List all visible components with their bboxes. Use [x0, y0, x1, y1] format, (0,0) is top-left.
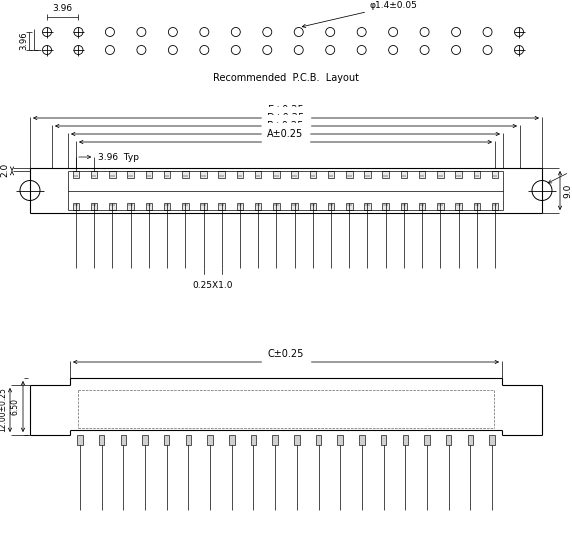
Text: 12.00±0.25: 12.00±0.25: [0, 388, 7, 432]
Bar: [182, 203, 189, 210]
Bar: [364, 203, 371, 210]
Text: 9.0: 9.0: [563, 183, 572, 198]
Bar: [77, 435, 83, 445]
Bar: [91, 203, 97, 210]
Bar: [186, 435, 191, 445]
Bar: [291, 171, 298, 178]
Text: 2Xφ3.1: 2Xφ3.1: [548, 149, 572, 183]
Bar: [309, 171, 316, 178]
Text: B±0.25: B±0.25: [267, 121, 304, 131]
Bar: [294, 435, 300, 445]
Bar: [208, 435, 213, 445]
Bar: [492, 203, 498, 210]
Bar: [381, 435, 386, 445]
Bar: [474, 203, 480, 210]
Bar: [492, 171, 498, 178]
Text: C±0.25: C±0.25: [268, 349, 304, 359]
Bar: [467, 435, 473, 445]
Bar: [200, 203, 206, 210]
Text: A±0.25: A±0.25: [267, 129, 304, 139]
Bar: [419, 171, 426, 178]
Text: E±0.25: E±0.25: [268, 105, 304, 115]
Bar: [91, 171, 97, 178]
Bar: [455, 171, 462, 178]
Bar: [146, 171, 152, 178]
Bar: [328, 171, 334, 178]
Bar: [346, 203, 352, 210]
Bar: [164, 203, 170, 210]
Bar: [359, 435, 364, 445]
Bar: [364, 171, 371, 178]
Text: D±0.25: D±0.25: [267, 113, 305, 123]
Text: 0.25X1.0: 0.25X1.0: [192, 281, 233, 290]
Bar: [99, 435, 105, 445]
Bar: [383, 203, 389, 210]
Text: 2.0: 2.0: [0, 162, 9, 177]
Bar: [128, 171, 134, 178]
Bar: [219, 171, 225, 178]
Bar: [419, 203, 426, 210]
Bar: [346, 171, 352, 178]
Bar: [455, 203, 462, 210]
Bar: [237, 203, 243, 210]
Bar: [251, 435, 256, 445]
Bar: [146, 203, 152, 210]
Bar: [273, 171, 280, 178]
Bar: [255, 171, 261, 178]
Bar: [328, 203, 334, 210]
Bar: [109, 203, 116, 210]
Bar: [316, 435, 321, 445]
Bar: [237, 171, 243, 178]
Bar: [229, 435, 235, 445]
Bar: [273, 203, 280, 210]
Bar: [437, 171, 444, 178]
Bar: [182, 171, 189, 178]
Bar: [272, 435, 278, 445]
Bar: [128, 203, 134, 210]
Bar: [142, 435, 148, 445]
Bar: [73, 203, 80, 210]
Text: 3.96: 3.96: [19, 32, 29, 50]
Bar: [164, 171, 170, 178]
Bar: [255, 203, 261, 210]
Text: φ1.4±0.05: φ1.4±0.05: [302, 1, 418, 27]
Bar: [219, 203, 225, 210]
Bar: [489, 435, 495, 445]
Bar: [400, 203, 407, 210]
Bar: [109, 171, 116, 178]
Bar: [424, 435, 430, 445]
Text: 3.96: 3.96: [53, 4, 73, 13]
Bar: [446, 435, 451, 445]
Bar: [73, 171, 80, 178]
Bar: [383, 171, 389, 178]
Bar: [400, 171, 407, 178]
Bar: [164, 435, 169, 445]
Text: Recommended  P.C.B.  Layout: Recommended P.C.B. Layout: [213, 73, 359, 83]
Bar: [291, 203, 298, 210]
Bar: [309, 203, 316, 210]
Text: 6.50: 6.50: [11, 398, 20, 415]
Bar: [200, 171, 206, 178]
Text: 3.96  Typ: 3.96 Typ: [98, 153, 139, 162]
Bar: [121, 435, 126, 445]
Bar: [474, 171, 480, 178]
Bar: [337, 435, 343, 445]
Bar: [403, 435, 408, 445]
Bar: [437, 203, 444, 210]
